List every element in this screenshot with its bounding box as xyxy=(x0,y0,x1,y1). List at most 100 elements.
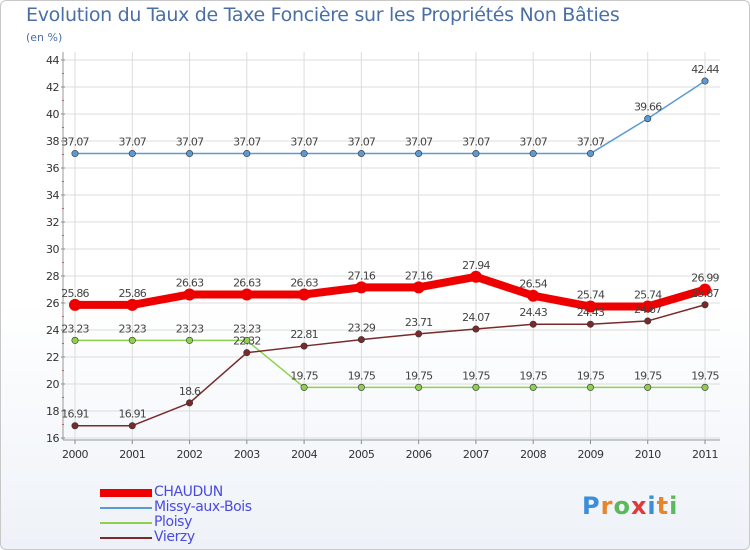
data-point-missy-aux-bois xyxy=(357,150,365,158)
data-point-chaudun xyxy=(641,300,654,313)
data-point-missy-aux-bois xyxy=(701,77,709,85)
data-point-vierzy xyxy=(586,320,594,328)
legend-swatch xyxy=(100,507,152,509)
x-tick-label: 2003 xyxy=(234,448,260,461)
data-point-missy-aux-bois xyxy=(586,150,594,158)
y-tick-label: 26 xyxy=(46,297,59,310)
data-point-missy-aux-bois xyxy=(128,150,136,158)
data-point-vierzy xyxy=(472,325,480,333)
data-point-chaudun xyxy=(527,289,540,302)
data-label-vierzy: 18.6 xyxy=(179,385,201,398)
data-point-ploisy xyxy=(71,336,79,344)
data-point-vierzy xyxy=(415,330,423,338)
data-label-chaudun: 26.63 xyxy=(233,276,261,289)
data-label-vierzy: 23.71 xyxy=(405,316,433,329)
data-label-missy-aux-bois: 37.07 xyxy=(290,136,318,149)
data-point-chaudun xyxy=(355,281,368,294)
data-point-ploisy xyxy=(300,383,308,391)
data-point-ploisy xyxy=(186,336,194,344)
data-point-vierzy xyxy=(529,320,537,328)
chart-unit: (en %) xyxy=(26,31,63,44)
legend-swatch xyxy=(100,537,152,539)
data-label-ploisy: 19.75 xyxy=(348,369,376,382)
data-point-missy-aux-bois xyxy=(529,150,537,158)
x-tick-label: 2008 xyxy=(520,448,546,461)
data-label-vierzy: 24.43 xyxy=(519,306,547,319)
data-point-chaudun xyxy=(183,288,196,301)
legend-swatch xyxy=(100,489,152,497)
data-point-missy-aux-bois xyxy=(243,150,251,158)
data-label-chaudun: 27.16 xyxy=(405,269,433,282)
data-label-chaudun: 27.94 xyxy=(462,259,490,272)
y-tick-label: 16 xyxy=(46,432,59,445)
x-tick-label: 2010 xyxy=(635,448,661,461)
data-label-ploisy: 19.75 xyxy=(519,369,547,382)
data-label-ploisy: 23.23 xyxy=(233,322,261,335)
x-tick-label: 2004 xyxy=(291,448,317,461)
x-tick-label: 2005 xyxy=(348,448,374,461)
y-tick-label: 20 xyxy=(46,378,59,391)
data-label-ploisy: 23.23 xyxy=(176,322,204,335)
x-tick-label: 2009 xyxy=(577,448,603,461)
data-label-ploisy: 19.75 xyxy=(691,369,719,382)
data-point-chaudun xyxy=(584,300,597,313)
y-tick-label: 42 xyxy=(46,81,59,94)
data-label-chaudun: 25.86 xyxy=(119,287,147,300)
data-point-chaudun xyxy=(298,288,311,301)
data-point-chaudun xyxy=(240,288,253,301)
series-line-vierzy xyxy=(74,304,706,427)
data-label-chaudun: 25.74 xyxy=(634,289,662,302)
data-point-chaudun xyxy=(126,298,139,311)
legend-label: Vierzy xyxy=(154,529,195,545)
data-label-missy-aux-bois: 42.44 xyxy=(691,63,719,76)
data-point-missy-aux-bois xyxy=(186,150,194,158)
data-point-vierzy xyxy=(357,336,365,344)
data-label-vierzy: 22.81 xyxy=(290,328,318,341)
data-point-vierzy xyxy=(644,317,652,325)
data-label-vierzy: 16.91 xyxy=(119,408,147,421)
y-tick-label: 36 xyxy=(46,162,59,175)
data-point-ploisy xyxy=(243,336,251,344)
data-point-vierzy xyxy=(186,399,194,407)
data-label-chaudun: 26.54 xyxy=(519,278,547,291)
y-tick-label: 18 xyxy=(46,405,59,418)
data-label-missy-aux-bois: 39.66 xyxy=(634,101,662,114)
legend-label: Ploisy xyxy=(154,514,192,530)
y-tick-label: 22 xyxy=(46,351,59,364)
data-point-missy-aux-bois xyxy=(415,150,423,158)
data-label-vierzy: 22.32 xyxy=(233,335,261,348)
data-label-ploisy: 23.23 xyxy=(119,322,147,335)
x-tick-label: 2007 xyxy=(463,448,489,461)
x-tick-label: 2000 xyxy=(62,448,88,461)
data-point-ploisy xyxy=(644,383,652,391)
proxiti-logo: Proxiti xyxy=(582,492,679,520)
y-tick-label: 28 xyxy=(46,270,59,283)
series-line-chaudun xyxy=(71,272,709,311)
x-tick-label: 2006 xyxy=(406,448,432,461)
y-tick-label: 24 xyxy=(46,324,59,337)
data-point-vierzy xyxy=(71,422,79,430)
x-tick-label: 2001 xyxy=(119,448,145,461)
data-label-vierzy: 23.29 xyxy=(348,322,376,335)
data-label-chaudun: 26.63 xyxy=(176,276,204,289)
data-label-ploisy: 19.75 xyxy=(634,369,662,382)
data-point-ploisy xyxy=(701,383,709,391)
y-tick-label: 38 xyxy=(46,135,59,148)
data-point-chaudun xyxy=(699,283,711,296)
data-point-vierzy xyxy=(128,422,136,430)
y-tick-label: 40 xyxy=(46,108,59,121)
y-tick-label: 32 xyxy=(46,216,59,229)
x-tick-label: 2011 xyxy=(692,448,718,461)
data-point-ploisy xyxy=(128,336,136,344)
data-point-chaudun xyxy=(412,281,425,294)
data-label-ploisy: 19.75 xyxy=(290,369,318,382)
data-label-ploisy: 23.23 xyxy=(61,322,89,335)
legend-label: CHAUDUN xyxy=(154,484,223,500)
data-label-vierzy: 16.91 xyxy=(61,408,89,421)
data-label-vierzy: 25.87 xyxy=(691,287,719,300)
data-label-ploisy: 19.75 xyxy=(462,369,490,382)
data-label-vierzy: 24.67 xyxy=(634,303,662,316)
data-point-missy-aux-bois xyxy=(71,150,79,158)
data-label-chaudun: 25.86 xyxy=(61,287,89,300)
